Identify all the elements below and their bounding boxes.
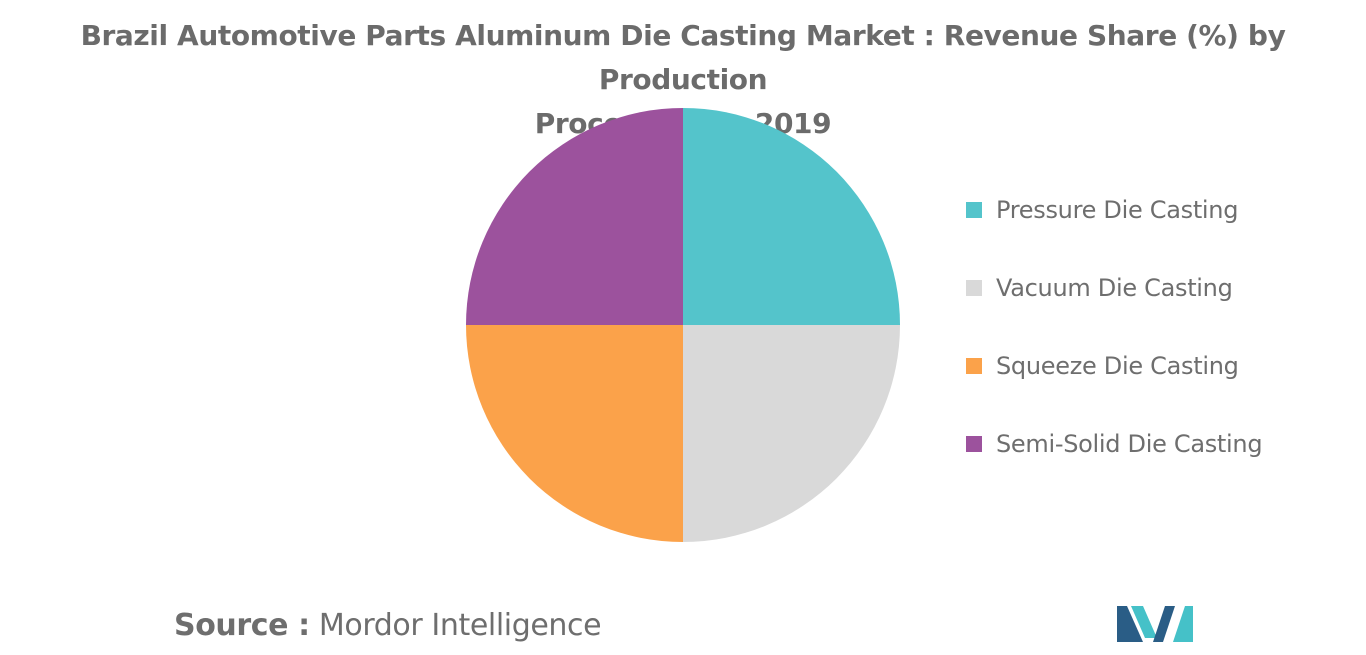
logo-shape-mid-right <box>1153 606 1175 642</box>
logo-shape-mid-left <box>1131 606 1157 638</box>
legend-swatch-vacuum-die-casting <box>966 280 982 296</box>
pie-slice-squeeze-die-casting <box>466 325 683 542</box>
logo-shape-left <box>1117 606 1143 642</box>
source-text: Mordor Intelligence <box>318 608 602 643</box>
pie-slice-semi-solid-die-casting <box>466 108 683 325</box>
legend-swatch-squeeze-die-casting <box>966 358 982 374</box>
legend-label-squeeze-die-casting: Squeeze Die Casting <box>996 352 1239 380</box>
legend-label-semi-solid-die-casting: Semi-Solid Die Casting <box>996 430 1263 458</box>
chart-title: Brazil Automotive Parts Aluminum Die Cas… <box>0 14 1366 146</box>
chart-title-line-1: Brazil Automotive Parts Aluminum Die Cas… <box>80 19 1286 96</box>
pie-slice-pressure-die-casting <box>683 108 900 325</box>
legend-label-pressure-die-casting: Pressure Die Casting <box>996 196 1239 224</box>
logo-shape-right <box>1173 606 1193 642</box>
legend-swatch-semi-solid-die-casting <box>966 436 982 452</box>
legend-label-vacuum-die-casting: Vacuum Die Casting <box>996 274 1233 302</box>
legend-swatch-pressure-die-casting <box>966 202 982 218</box>
mordor-intelligence-logo <box>1117 606 1193 642</box>
source-note: Source : Mordor Intelligence <box>174 604 602 648</box>
pie-slice-vacuum-die-casting <box>683 325 900 542</box>
source-label: Source : <box>174 608 310 643</box>
